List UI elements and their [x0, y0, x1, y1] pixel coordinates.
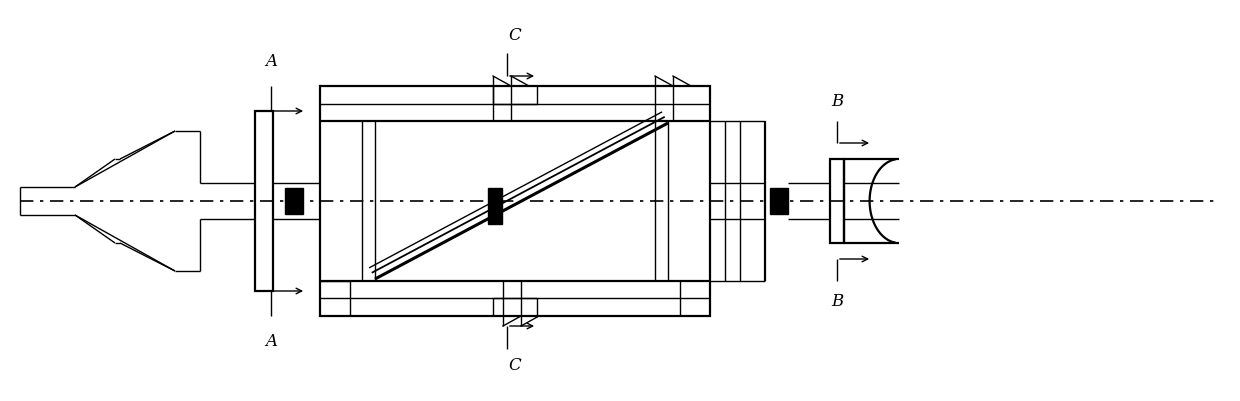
- Bar: [830, 159, 844, 243]
- Text: C: C: [508, 358, 521, 375]
- Text: B: B: [831, 292, 843, 310]
- Text: A: A: [265, 332, 277, 350]
- Text: B: B: [831, 93, 843, 109]
- Text: C: C: [508, 28, 521, 45]
- Bar: [320, 86, 711, 316]
- Text: A: A: [265, 53, 277, 69]
- Bar: [489, 188, 502, 224]
- Bar: [255, 111, 273, 291]
- Bar: [770, 188, 787, 214]
- Bar: [285, 188, 303, 214]
